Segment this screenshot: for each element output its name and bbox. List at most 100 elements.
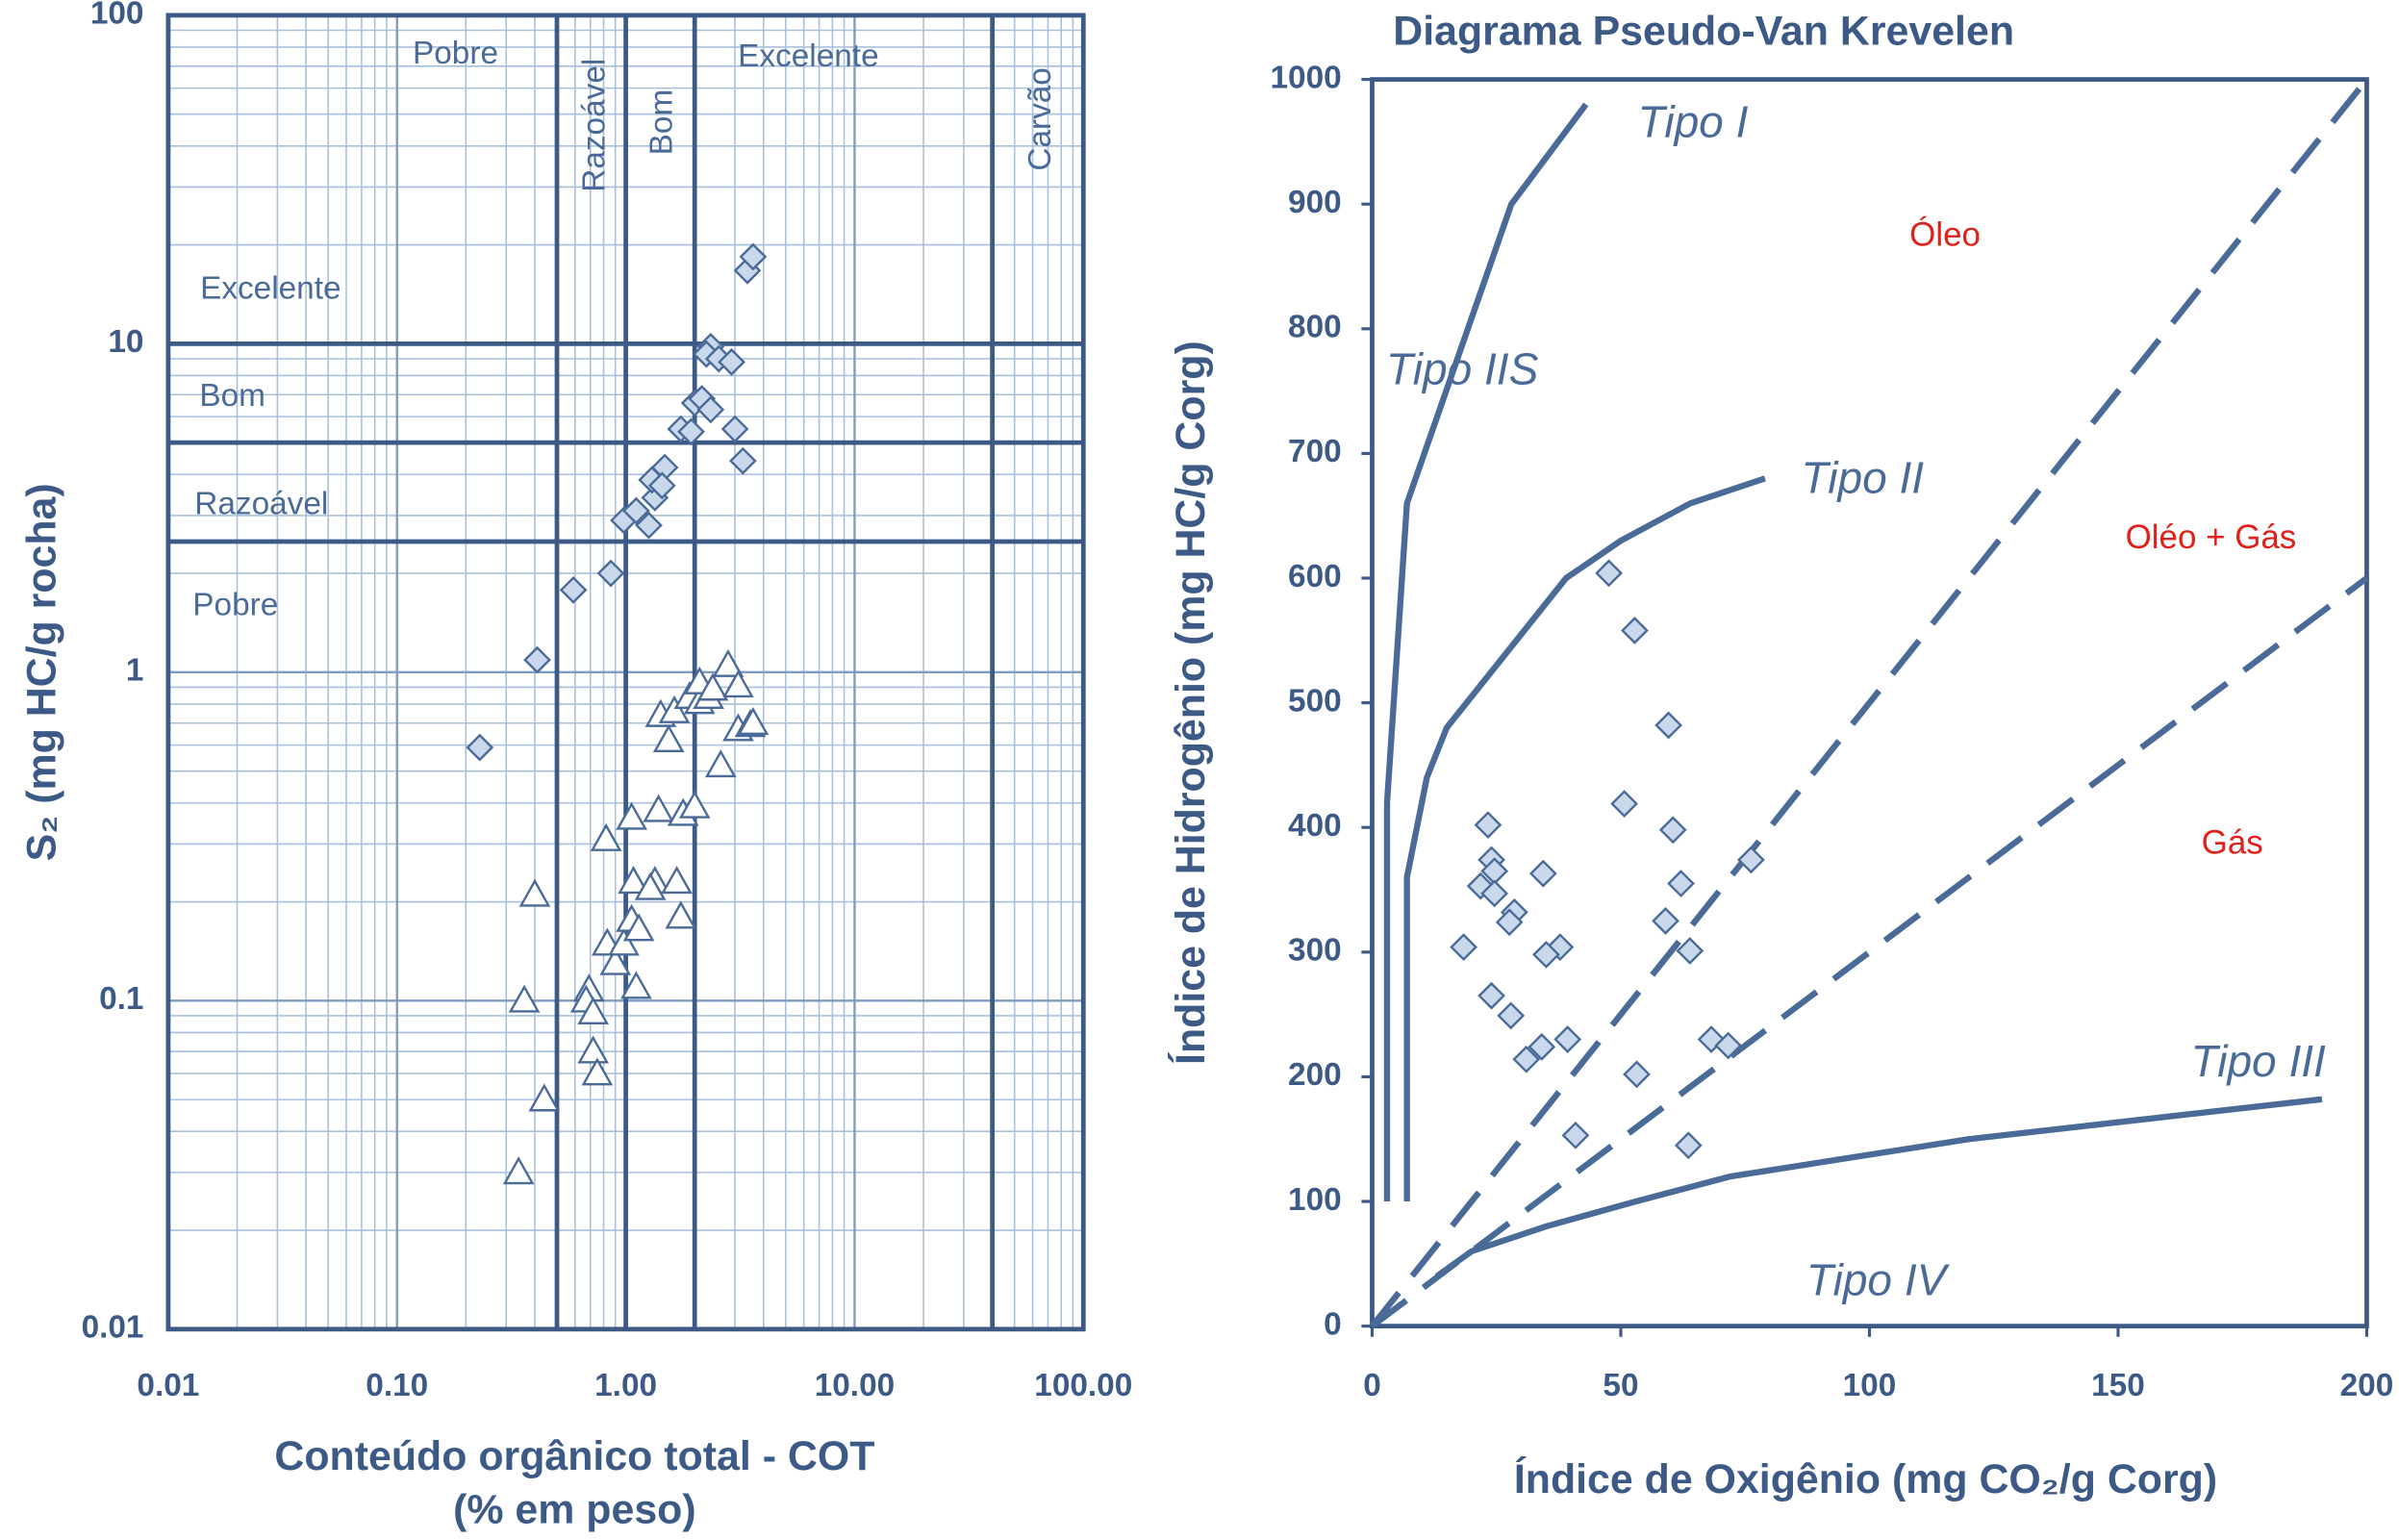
y-tick-label: 10 (108, 324, 143, 360)
point (1495, 908, 1524, 937)
x-axis-label: Índice de Oxigênio (mg CO₂/g Corg) (1514, 1456, 2217, 1502)
point (581, 1057, 614, 1086)
point (739, 242, 768, 271)
point (1561, 1121, 1590, 1149)
zone-label: Razoável (576, 59, 612, 192)
point (1658, 816, 1687, 845)
point (718, 347, 745, 376)
y-tick-label: 300 (1288, 933, 1342, 969)
point (1737, 846, 1765, 874)
x-tick-label: 0.01 (137, 1368, 199, 1403)
type-curve (1383, 102, 1589, 1202)
y-axis-label: Índice de Hidrogênio (mg HC/g Corg) (1168, 341, 1214, 1065)
type-label: Tipo IIS (1386, 344, 1539, 394)
point (1714, 1031, 1743, 1060)
point (1676, 937, 1705, 965)
point (677, 417, 705, 446)
zone-label: Bom (199, 378, 265, 414)
x-tick-label: 150 (2091, 1368, 2145, 1403)
point (1477, 981, 1505, 1010)
point (608, 927, 640, 956)
x-tick-label: 100.00 (1034, 1368, 1132, 1403)
y-tick-label: 200 (1288, 1057, 1342, 1093)
y-tick-label: 900 (1288, 185, 1342, 220)
point (620, 971, 652, 999)
point (728, 446, 757, 475)
point (696, 672, 729, 701)
x-axis-label: (% em peso) (453, 1487, 696, 1533)
x-tick-label: 10.00 (815, 1368, 895, 1403)
point (1667, 870, 1695, 897)
point (658, 694, 691, 723)
point (720, 415, 749, 443)
zone-label: Razoável (194, 487, 328, 522)
point (577, 1035, 609, 1064)
y-tick-label: 0.01 (82, 1310, 144, 1346)
x-tick-label: 100 (1843, 1368, 1897, 1403)
y-tick-label: 1 (126, 653, 144, 689)
point (559, 575, 588, 604)
point (616, 801, 647, 830)
point (502, 1156, 535, 1185)
point (704, 749, 737, 778)
point (643, 794, 674, 822)
y-tick-label: 100 (1288, 1182, 1342, 1218)
x-axis-label: Conteúdo orgânico total - COT (274, 1433, 874, 1479)
point (634, 871, 667, 900)
point (1474, 811, 1503, 840)
zone-label: Gás (2202, 824, 2263, 862)
zone-label: Excelente (738, 38, 878, 74)
x-tick-label: 0 (1363, 1368, 1381, 1403)
point (1450, 933, 1477, 962)
point (528, 1083, 561, 1112)
type-label: Tipo III (2191, 1036, 2327, 1086)
y-axis-label: S₂ (mg HC/g rocha) (19, 483, 65, 861)
y-tick-label: 0 (1324, 1306, 1342, 1342)
type-label: Tipo II (1802, 452, 1925, 502)
point (647, 471, 676, 500)
point (1595, 559, 1623, 588)
point (1528, 1032, 1556, 1061)
plot-frame (165, 13, 1086, 1332)
point (678, 790, 711, 819)
point (1610, 790, 1638, 818)
point (1621, 617, 1649, 644)
zone-label: Oléo + Gás (2126, 518, 2297, 556)
y-tick-label: 0.1 (99, 981, 143, 1017)
point (577, 996, 609, 1025)
point (665, 900, 697, 929)
y-tick-label: 500 (1288, 683, 1342, 719)
plot-frame (1370, 77, 2369, 1329)
point (599, 947, 632, 975)
chart-title: Diagrama Pseudo-Van Krevelen (1393, 8, 2014, 54)
zone-label: Bom (644, 89, 679, 156)
point (1652, 907, 1679, 935)
point (518, 878, 551, 907)
point (722, 669, 754, 698)
point (1532, 941, 1560, 969)
y-tick-label: 1000 (1271, 60, 1342, 95)
type-label: Tipo I (1638, 96, 1749, 146)
zone-label: Pobre (413, 36, 498, 71)
point (635, 511, 663, 540)
point (712, 648, 745, 677)
point (1553, 1025, 1582, 1053)
point (590, 822, 622, 851)
point (621, 496, 650, 525)
point (508, 984, 541, 1013)
x-tick-label: 50 (1603, 1368, 1638, 1403)
point (1512, 1045, 1541, 1073)
y-tick-label: 600 (1288, 559, 1342, 594)
zone-label: Excelente (200, 271, 341, 307)
type-curve (1434, 1096, 2323, 1279)
point (737, 707, 770, 736)
x-tick-label: 1.00 (594, 1368, 657, 1403)
zone-label: Óleo (1909, 215, 1981, 253)
type-label: Tipo IV (1806, 1254, 1951, 1304)
point (661, 866, 693, 895)
boundary-line (1369, 77, 2369, 1328)
x-tick-label: 200 (2340, 1368, 2394, 1403)
point (1480, 879, 1509, 908)
boundary-line (1370, 575, 2369, 1329)
